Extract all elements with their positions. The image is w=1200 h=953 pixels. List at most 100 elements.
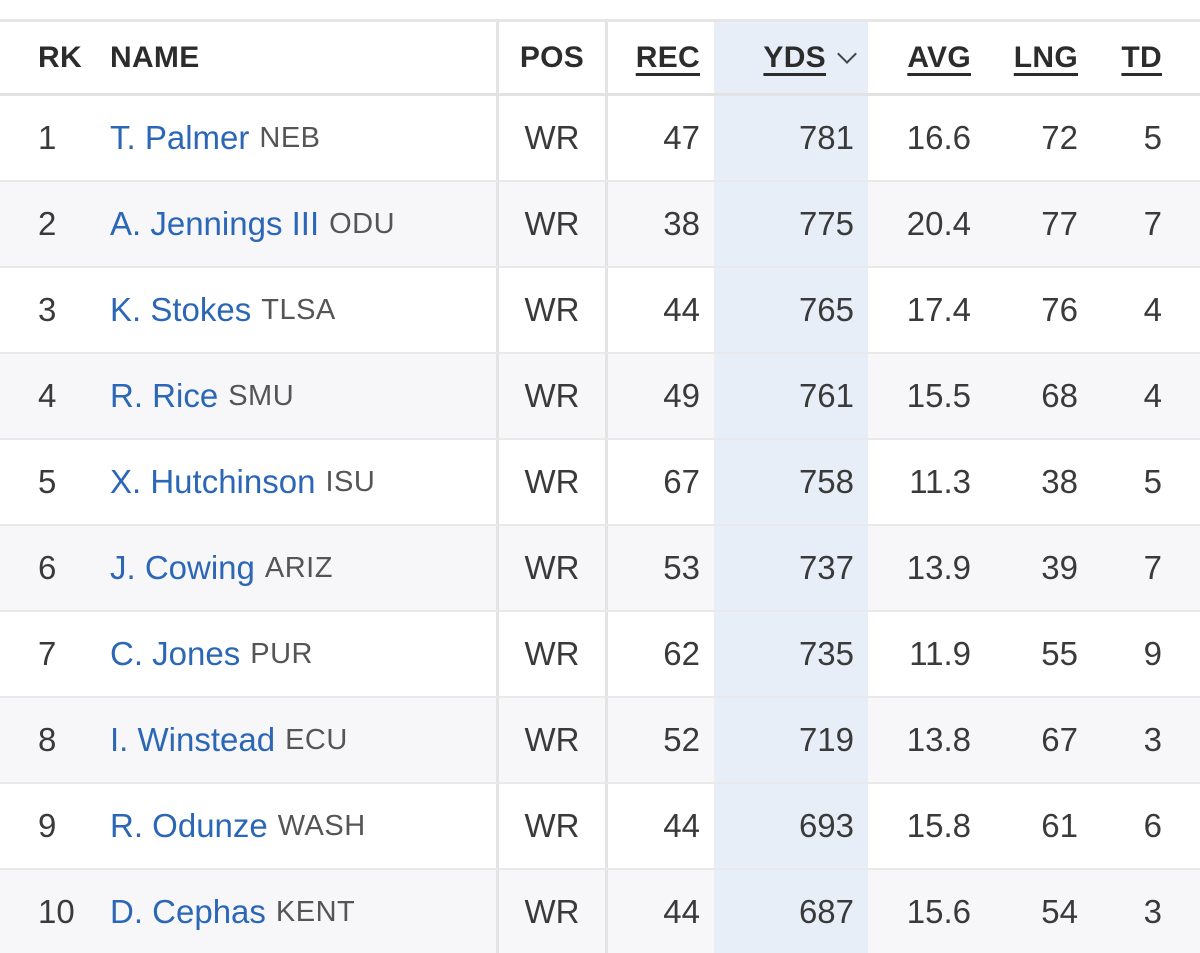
header-rk-label: RK bbox=[38, 40, 82, 74]
player-name-link[interactable]: R. Odunze bbox=[110, 807, 268, 844]
avg-value: 13.9 bbox=[906, 549, 971, 586]
yds-cell: 765 bbox=[714, 268, 868, 352]
table-row: 2 A. Jennings III ODU WR 38 775 20.4 77 7 bbox=[0, 182, 1200, 268]
td-value: 7 bbox=[1143, 549, 1162, 586]
player-name-link[interactable]: I. Winstead bbox=[110, 721, 276, 758]
table-row: 4 R. Rice SMU WR 49 761 15.5 68 4 bbox=[0, 354, 1200, 440]
name-cell: I. Winstead ECU bbox=[110, 698, 496, 782]
sort-td-link[interactable]: TD bbox=[1121, 40, 1162, 74]
rec-value: 53 bbox=[663, 549, 700, 586]
rec-cell: 38 bbox=[608, 182, 714, 266]
sort-avg-link[interactable]: AVG bbox=[907, 40, 971, 74]
rec-value: 47 bbox=[663, 119, 700, 156]
avg-value: 11.9 bbox=[909, 635, 971, 672]
name-cell: X. Hutchinson ISU bbox=[110, 440, 496, 524]
td-value: 7 bbox=[1143, 205, 1162, 242]
lng-cell: 55 bbox=[974, 612, 1080, 696]
yds-cell: 758 bbox=[714, 440, 868, 524]
td-value: 3 bbox=[1143, 893, 1162, 930]
player-name-link[interactable]: X. Hutchinson bbox=[110, 463, 316, 500]
yds-cell: 735 bbox=[714, 612, 868, 696]
table-row: 7 C. Jones PUR WR 62 735 11.9 55 9 bbox=[0, 612, 1200, 698]
pos-cell: WR bbox=[496, 354, 608, 438]
header-yds[interactable]: YDS bbox=[714, 22, 868, 93]
team-abbreviation: WASH bbox=[277, 809, 366, 842]
header-rk: RK bbox=[0, 22, 100, 93]
rank-cell: 6 bbox=[0, 526, 100, 610]
rank-value: 3 bbox=[38, 291, 57, 328]
team-abbreviation: TLSA bbox=[261, 293, 336, 326]
yds-value: 761 bbox=[798, 377, 854, 414]
td-cell: 3 bbox=[1080, 698, 1200, 782]
yds-value: 775 bbox=[798, 205, 854, 242]
yds-value: 765 bbox=[798, 291, 854, 328]
avg-cell: 15.5 bbox=[868, 354, 974, 438]
sort-lng-link[interactable]: LNG bbox=[1013, 40, 1078, 74]
pos-cell: WR bbox=[496, 612, 608, 696]
lng-value: 54 bbox=[1041, 893, 1078, 930]
lng-value: 77 bbox=[1041, 205, 1078, 242]
rank-cell: 2 bbox=[0, 182, 100, 266]
lng-cell: 77 bbox=[974, 182, 1080, 266]
avg-value: 15.5 bbox=[906, 377, 971, 414]
player-name-link[interactable]: T. Palmer bbox=[110, 119, 250, 156]
player-name-link[interactable]: A. Jennings III bbox=[110, 205, 320, 242]
rank-cell: 3 bbox=[0, 268, 100, 352]
rank-cell: 4 bbox=[0, 354, 100, 438]
rank-value: 9 bbox=[38, 807, 57, 844]
rank-value: 1 bbox=[38, 119, 57, 156]
lng-cell: 39 bbox=[974, 526, 1080, 610]
yds-cell: 693 bbox=[714, 784, 868, 868]
lng-value: 39 bbox=[1041, 549, 1078, 586]
lng-cell: 68 bbox=[974, 354, 1080, 438]
sort-rec-link[interactable]: REC bbox=[635, 40, 700, 74]
rank-cell: 1 bbox=[0, 96, 100, 180]
rec-cell: 52 bbox=[608, 698, 714, 782]
rec-value: 67 bbox=[663, 463, 700, 500]
player-name-link[interactable]: D. Cephas bbox=[110, 893, 266, 930]
header-td[interactable]: TD bbox=[1080, 22, 1200, 93]
sort-yds-link[interactable]: YDS bbox=[763, 40, 826, 74]
team-abbreviation: ODU bbox=[329, 207, 396, 240]
player-name-link[interactable]: J. Cowing bbox=[110, 549, 255, 586]
yds-value: 693 bbox=[798, 807, 854, 844]
lng-value: 72 bbox=[1041, 119, 1078, 156]
name-cell: D. Cephas KENT bbox=[110, 870, 496, 953]
header-name-label: NAME bbox=[110, 40, 200, 74]
header-lng[interactable]: LNG bbox=[974, 22, 1080, 93]
team-abbreviation: ARIZ bbox=[264, 551, 333, 584]
yds-cell: 761 bbox=[714, 354, 868, 438]
rec-cell: 47 bbox=[608, 96, 714, 180]
rec-value: 49 bbox=[663, 377, 700, 414]
yds-cell: 719 bbox=[714, 698, 868, 782]
td-cell: 7 bbox=[1080, 182, 1200, 266]
rank-cell: 7 bbox=[0, 612, 100, 696]
avg-cell: 16.6 bbox=[868, 96, 974, 180]
table-top-border bbox=[0, 0, 1200, 22]
yds-value: 758 bbox=[798, 463, 854, 500]
player-name-link[interactable]: K. Stokes bbox=[110, 291, 252, 328]
rec-cell: 49 bbox=[608, 354, 714, 438]
pos-cell: WR bbox=[496, 182, 608, 266]
lng-value: 61 bbox=[1041, 807, 1078, 844]
lng-cell: 38 bbox=[974, 440, 1080, 524]
header-rec[interactable]: REC bbox=[608, 22, 714, 93]
yds-value: 687 bbox=[798, 893, 854, 930]
avg-cell: 11.3 bbox=[868, 440, 974, 524]
avg-cell: 13.8 bbox=[868, 698, 974, 782]
player-name-link[interactable]: R. Rice bbox=[110, 377, 219, 414]
rank-cell: 5 bbox=[0, 440, 100, 524]
lng-cell: 72 bbox=[974, 96, 1080, 180]
td-cell: 4 bbox=[1080, 268, 1200, 352]
pos-cell: WR bbox=[496, 526, 608, 610]
table-row: 9 R. Odunze WASH WR 44 693 15.8 61 6 bbox=[0, 784, 1200, 870]
player-name-link[interactable]: C. Jones bbox=[110, 635, 241, 672]
header-avg[interactable]: AVG bbox=[868, 22, 974, 93]
header-pos: POS bbox=[496, 22, 608, 93]
chevron-down-icon[interactable] bbox=[837, 43, 857, 64]
td-value: 9 bbox=[1143, 635, 1162, 672]
pos-cell: WR bbox=[496, 870, 608, 953]
table-row: 1 T. Palmer NEB WR 47 781 16.6 72 5 bbox=[0, 96, 1200, 182]
pos-value: WR bbox=[524, 721, 580, 758]
table-row: 8 I. Winstead ECU WR 52 719 13.8 67 3 bbox=[0, 698, 1200, 784]
